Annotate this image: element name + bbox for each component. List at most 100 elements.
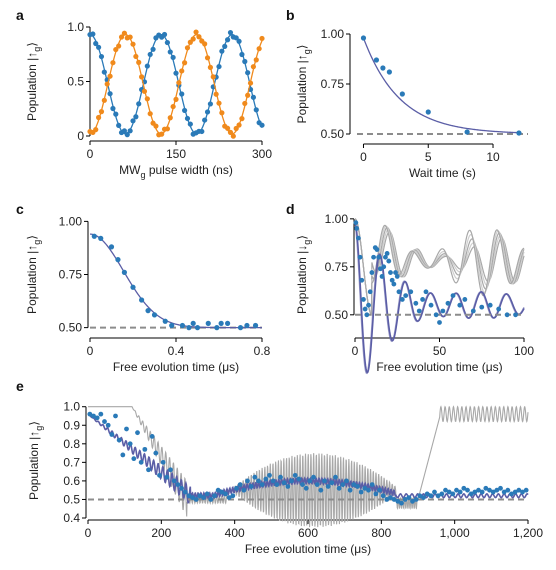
data-point [487, 302, 493, 308]
y-tick-label: 0.75 [59, 268, 83, 282]
x-tick-label: 50 [433, 344, 447, 358]
y-axis-label: Population |↑g⟩ [25, 235, 42, 314]
data-point [380, 65, 386, 71]
data-point [215, 487, 221, 493]
data-point-blue [127, 128, 133, 134]
data-point [197, 493, 203, 499]
y-tick-label: 1.00 [59, 214, 83, 228]
data-point [416, 308, 422, 314]
x-axis-label: MWg pulse width (ns) [119, 163, 233, 180]
data-point [223, 491, 228, 497]
data-point-blue [216, 63, 222, 70]
data-point [214, 325, 220, 331]
data-point-blue [101, 69, 107, 75]
data-point [457, 489, 463, 495]
panel-letter-e: e [16, 378, 24, 394]
data-point [153, 450, 159, 456]
data-point [383, 254, 388, 260]
data-point [121, 269, 127, 275]
data-point [443, 487, 448, 493]
data-point-blue [207, 101, 213, 107]
data-point [314, 482, 320, 488]
x-axis-label: Free evolution time (μs) [113, 360, 239, 374]
data-point-orange [225, 125, 231, 131]
data-point [457, 302, 463, 308]
data-point-blue [133, 114, 139, 120]
data-point [389, 277, 395, 283]
panel-letter-c: c [16, 201, 24, 217]
data-point [366, 302, 371, 308]
data-point [490, 489, 496, 495]
data-point [403, 293, 409, 299]
data-point [373, 491, 379, 497]
data-point-orange [247, 80, 254, 86]
data-point [513, 312, 518, 318]
data-point-blue [236, 38, 242, 44]
data-point [237, 482, 243, 488]
x-axis-label: Wait time (s) [409, 166, 476, 180]
data-point-orange [130, 41, 136, 47]
fit-curve [89, 233, 262, 329]
y-label-sub: g [34, 426, 44, 431]
data-point-blue [179, 91, 185, 97]
data-point [157, 472, 162, 478]
data-point [289, 478, 294, 484]
data-point [376, 254, 382, 260]
y-label-sub: g [32, 47, 42, 52]
data-point [516, 130, 522, 136]
x-tick-label: 0 [87, 344, 94, 358]
data-point-blue [164, 39, 170, 46]
data-point-orange [121, 30, 127, 36]
data-point [384, 497, 390, 502]
data-point [325, 484, 331, 489]
data-point-orange [147, 111, 153, 117]
data-point-orange [118, 34, 125, 40]
data-point [391, 281, 397, 287]
x-tick-label: 0 [360, 150, 367, 164]
data-point [252, 474, 258, 480]
data-point-orange [184, 45, 191, 51]
data-point [190, 320, 196, 326]
y-tick-label: 0.5 [67, 75, 84, 89]
data-point [377, 487, 382, 493]
data-point [307, 478, 313, 484]
data-point-orange [110, 60, 116, 66]
data-point [408, 289, 414, 295]
data-point-orange [98, 109, 105, 115]
data-point-blue [147, 51, 153, 58]
data-point-orange [153, 123, 159, 129]
x-label-part: MW [119, 163, 141, 177]
data-point-orange [101, 97, 107, 103]
data-point [417, 493, 423, 499]
data-point [361, 297, 366, 302]
x-tick-label: 800 [371, 526, 391, 540]
panel-b-chart: 0 5 10 0.50 0.75 1.00 Wait time (s) Population … [295, 27, 528, 180]
data-point-blue [227, 29, 234, 36]
panel-letter-b: b [286, 7, 295, 23]
data-point [116, 437, 122, 443]
data-point [225, 320, 231, 326]
x-axis-label: Free evolution time (μs) [245, 542, 371, 556]
data-point [311, 474, 316, 480]
data-point [205, 320, 211, 326]
x-tick-label: 0 [352, 344, 359, 358]
x-tick-label: 0 [87, 147, 94, 161]
data-point-blue [204, 109, 211, 115]
data-point [395, 498, 401, 504]
data-point [169, 322, 175, 329]
x-tick-label: 0 [85, 526, 92, 540]
data-point [91, 233, 97, 239]
data-point [179, 485, 184, 491]
data-point [124, 426, 129, 432]
y-tick-label: 0.9 [63, 418, 80, 432]
data-point [402, 497, 408, 502]
y-axis-label: Population |↓g⟩ [295, 235, 312, 314]
data-point [98, 411, 104, 417]
data-point [479, 489, 485, 495]
data-point [145, 308, 151, 314]
data-point-orange [179, 68, 185, 74]
panel-c-chart: 0 0.4 0.8 0.50 0.75 1.00 Free evolution time (… [25, 214, 271, 374]
y-label-sub: g [302, 49, 312, 54]
data-point [252, 322, 259, 329]
data-point-blue [250, 94, 256, 100]
